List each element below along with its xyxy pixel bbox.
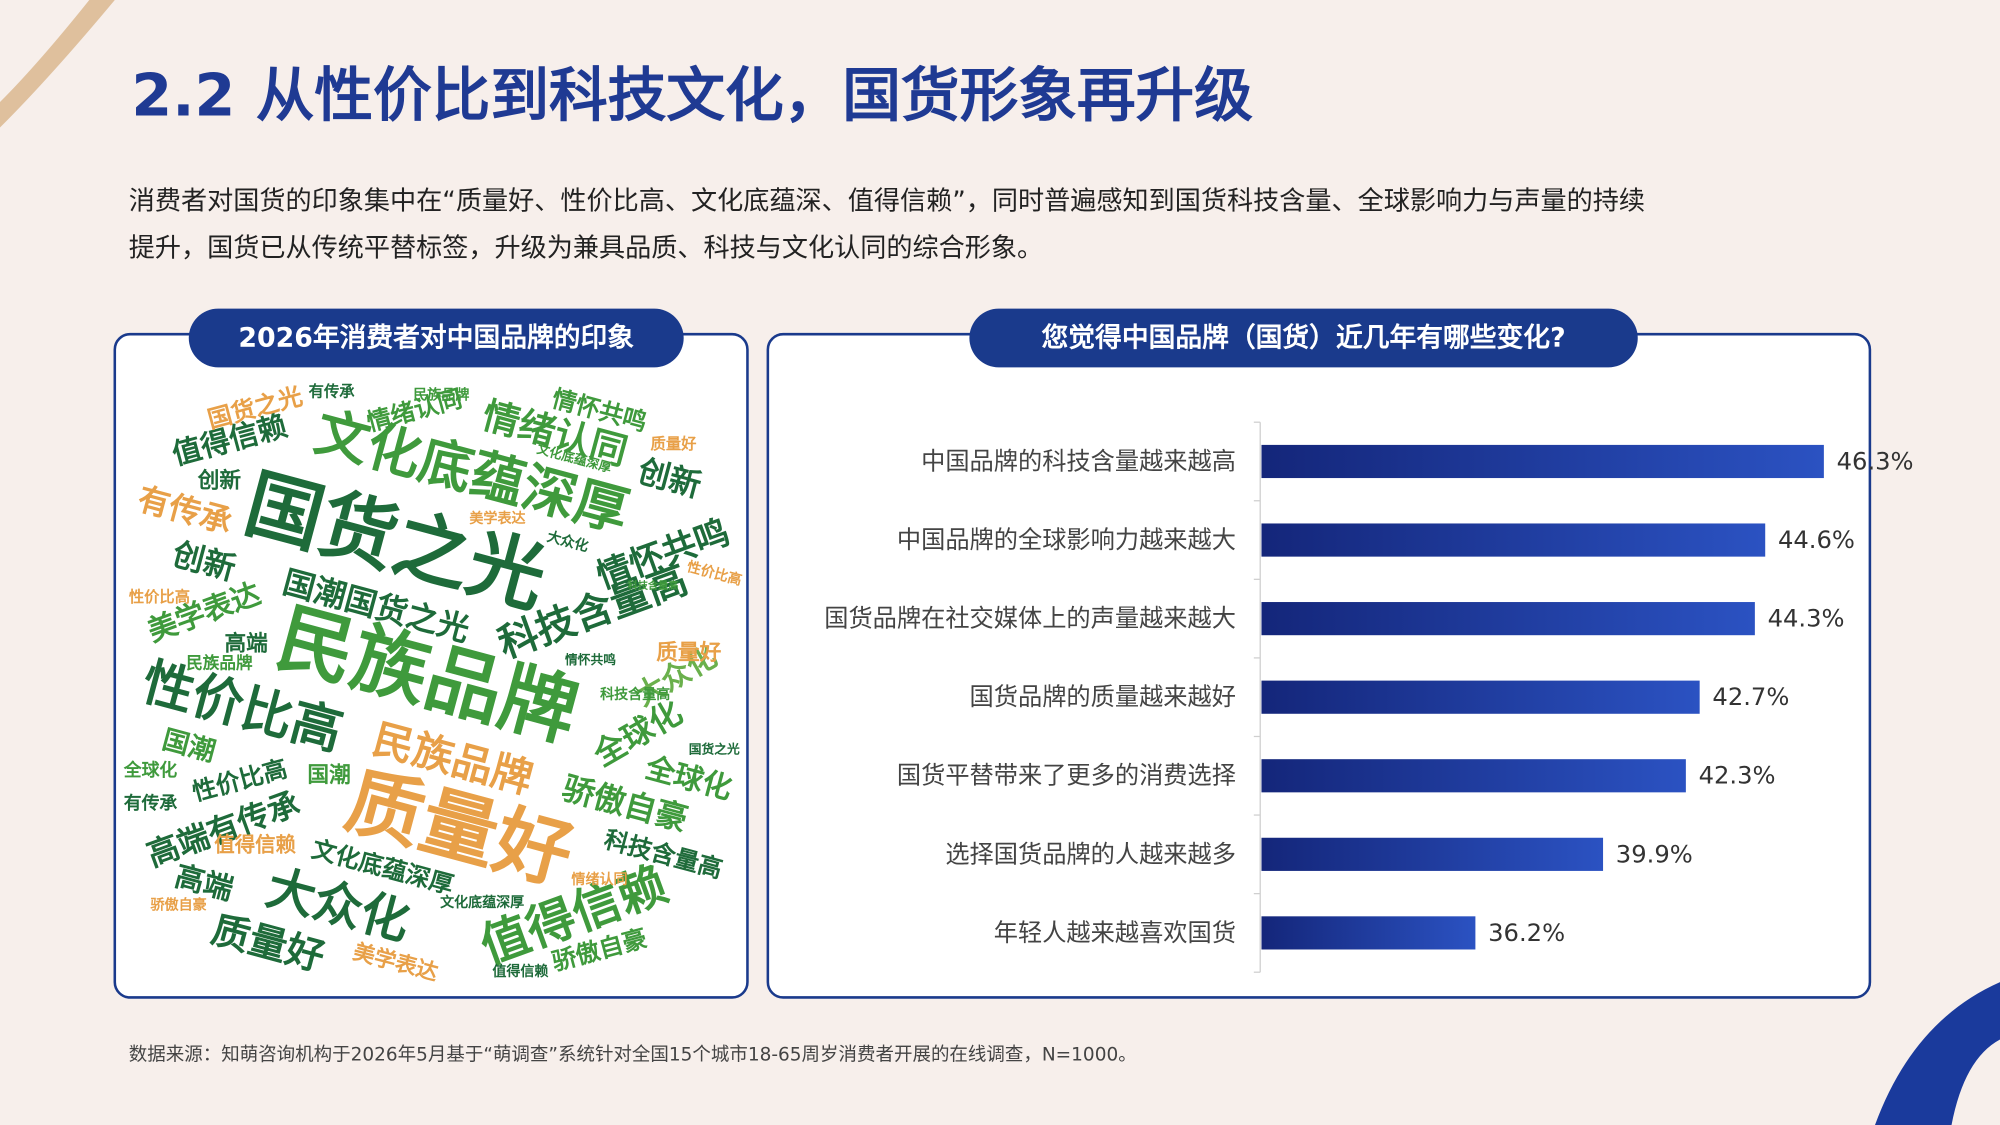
category-label: 年轻人越来越喜欢国货: [994, 919, 1236, 947]
word: 值得信赖: [492, 963, 548, 980]
word: 有传承: [309, 383, 356, 401]
value-label: 42.3%: [1699, 762, 1776, 790]
word: 国潮: [307, 763, 350, 788]
panel-header: [188, 308, 684, 368]
word: 创新: [197, 467, 242, 493]
bar: [1261, 444, 1824, 479]
value-label: 36.2%: [1488, 919, 1565, 947]
chart-title: 您觉得中国品牌（国货）近几年有哪些变化?: [1042, 322, 1566, 354]
panel-title: 2026年消费者对中国品牌的印象: [238, 322, 634, 354]
description-line: 提升，国货已从传统平替标签，升级为兼具品质、科技与文化认同的综合形象。: [129, 234, 1043, 264]
word: 质量好: [651, 435, 697, 453]
slide-title: 2.2 从性价比到科技文化，国货形象再升级: [131, 62, 1253, 130]
value-label: 39.9%: [1616, 840, 1693, 868]
bar: [1261, 523, 1766, 557]
category-label: 国货平替带来了更多的消费选择: [897, 762, 1236, 790]
description-line: 消费者对国货的印象集中在“质量好、性价比高、文化底蕴深、值得信赖”，同时普遍感知…: [129, 187, 1645, 217]
bar: [1261, 916, 1476, 950]
panel-header: [969, 308, 1638, 368]
word: 民族品牌: [413, 386, 469, 403]
word: 骄傲自豪: [150, 897, 207, 914]
bar-chart: 中国品牌的科技含量越来越高 46.3% 中国品牌的全球影响力越来越大 44.6% 国货品…: [824, 421, 1914, 973]
bar: [1261, 602, 1755, 636]
value-label: 46.3%: [1837, 447, 1914, 475]
source-note: 数据来源：知萌咨询机构于2026年5月基于“萌调查”系统针对全国15个城市18-…: [129, 1044, 1137, 1065]
bar: [1261, 680, 1700, 714]
category-label: 国货品牌在社交媒体上的声量越来越大: [824, 605, 1236, 633]
word: 情绪认同: [571, 871, 627, 888]
word: 有传承: [124, 792, 178, 814]
value-label: 42.7%: [1712, 683, 1789, 711]
word: 国货之光: [689, 742, 740, 758]
word: 民族品牌: [186, 653, 253, 673]
word: 科技含量高: [600, 686, 670, 703]
word: 全球化: [123, 759, 178, 781]
category-label: 中国品牌的全球影响力越来越大: [897, 526, 1236, 554]
chart-panel: [766, 332, 1872, 999]
value-label: 44.6%: [1778, 526, 1855, 554]
category-label: 国货品牌的质量越来越好: [970, 683, 1236, 711]
word: 科技含量高: [628, 579, 679, 592]
category-label: 中国品牌的科技含量越来越高: [921, 447, 1236, 475]
category-label: 选择国货品牌的人越来越多: [945, 840, 1236, 868]
word: 美学表达: [469, 510, 525, 527]
word: 高端: [225, 631, 269, 657]
word: 文化底蕴深厚: [440, 894, 524, 911]
bar: [1261, 837, 1604, 871]
word: 情怀共鸣: [565, 652, 616, 668]
corner-decoration: [1875, 982, 2000, 1125]
word: 质量好: [656, 640, 721, 666]
bar: [1261, 759, 1686, 793]
word: 值得信赖: [214, 832, 296, 856]
value-label: 44.3%: [1768, 605, 1845, 633]
corner-decoration: [0, 0, 115, 128]
word: 性价比高: [129, 588, 190, 606]
